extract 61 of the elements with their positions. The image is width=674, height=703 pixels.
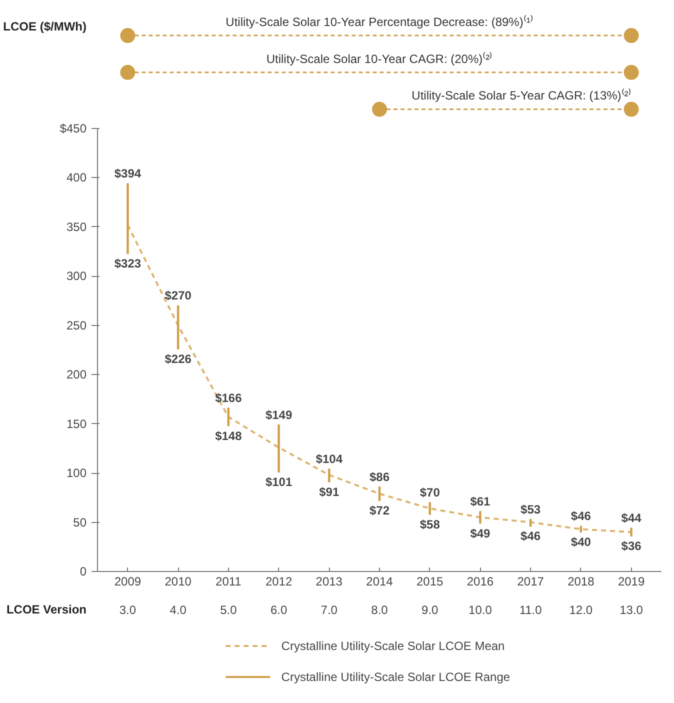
annotation: $44 <box>621 511 642 526</box>
annotation: $53 <box>520 502 541 516</box>
y-tick-label: $450 <box>60 122 87 136</box>
y-tick-label: 300 <box>66 269 87 284</box>
x-tick-label: 2014 <box>366 574 394 588</box>
text: 12.0 <box>569 603 593 617</box>
annotation: $46 <box>520 529 541 544</box>
y-tick-label: 100 <box>66 466 87 480</box>
annotation: $166 <box>215 391 242 406</box>
annotation: $148 <box>215 428 242 443</box>
annotation: $104 <box>316 452 343 466</box>
text: LCOE ($/MWh) <box>3 19 87 34</box>
text: 10.0 <box>468 603 492 617</box>
y-tick-label: 250 <box>66 318 87 332</box>
annotation: $46 <box>570 509 592 524</box>
text: Utility-Scale Solar 10-Year Percentage Decrease: (89%)⁽¹⁾ <box>226 14 534 29</box>
text: 6.0 <box>270 603 288 617</box>
x-tick-label: 2015 <box>416 574 444 588</box>
text: 4.0 <box>170 603 187 617</box>
x-tick-label: 2009 <box>114 574 142 588</box>
annotation: $58 <box>420 517 440 532</box>
text: 8.0 <box>371 603 388 617</box>
annotation: $72 <box>369 504 390 518</box>
text: Utility-Scale Solar 10-Year CAGR: (20%)⁽²⁾ <box>266 52 493 66</box>
text: 3.0 <box>119 603 136 617</box>
annotation: $91 <box>319 484 340 499</box>
annotation: $86 <box>369 470 390 484</box>
y-tick-label: 0 <box>80 564 87 578</box>
annotation: $36 <box>621 539 642 554</box>
x-tick-label: 2011 <box>216 574 242 588</box>
y-tick-label: 200 <box>66 368 87 382</box>
y-tick-label: 50 <box>73 515 87 530</box>
text: Utility-Scale Solar 5-Year CAGR: (13%)⁽²⁾ <box>412 88 632 103</box>
x-tick-label: 2018 <box>568 574 595 588</box>
text: 11.0 <box>519 603 542 617</box>
x-tick-label: 2012 <box>265 574 292 588</box>
y-tick-label: 150 <box>66 416 87 431</box>
text: 5.0 <box>220 603 238 617</box>
text: 9.0 <box>422 603 439 617</box>
y-tick-label: 400 <box>66 170 87 185</box>
x-tick-label: 2013 <box>316 574 343 588</box>
text: LCOE Version <box>6 602 87 616</box>
x-tick-label: 2019 <box>618 574 645 588</box>
legend-label: Crystalline Utility-Scale Solar LCOE Mean <box>281 639 505 653</box>
annotation: $49 <box>470 526 491 540</box>
annotation: $61 <box>470 494 491 508</box>
text: 7.0 <box>320 603 338 617</box>
annotation: $101 <box>265 475 292 490</box>
legend-label: Crystalline Utility-Scale Solar LCOE Range <box>281 670 510 684</box>
annotation: $40 <box>570 535 592 550</box>
text: 13.0 <box>620 603 644 617</box>
annotation: $70 <box>420 486 440 500</box>
annotation: $323 <box>114 256 142 271</box>
x-tick-label: 2017 <box>517 574 544 588</box>
annotation: $394 <box>114 166 142 181</box>
annotation: $270 <box>164 288 192 303</box>
annotation: $149 <box>265 408 292 422</box>
x-tick-label: 2010 <box>164 574 192 588</box>
y-tick-label: 350 <box>66 220 87 234</box>
x-tick-label: 2016 <box>466 574 494 588</box>
annotation: $226 <box>164 352 192 366</box>
